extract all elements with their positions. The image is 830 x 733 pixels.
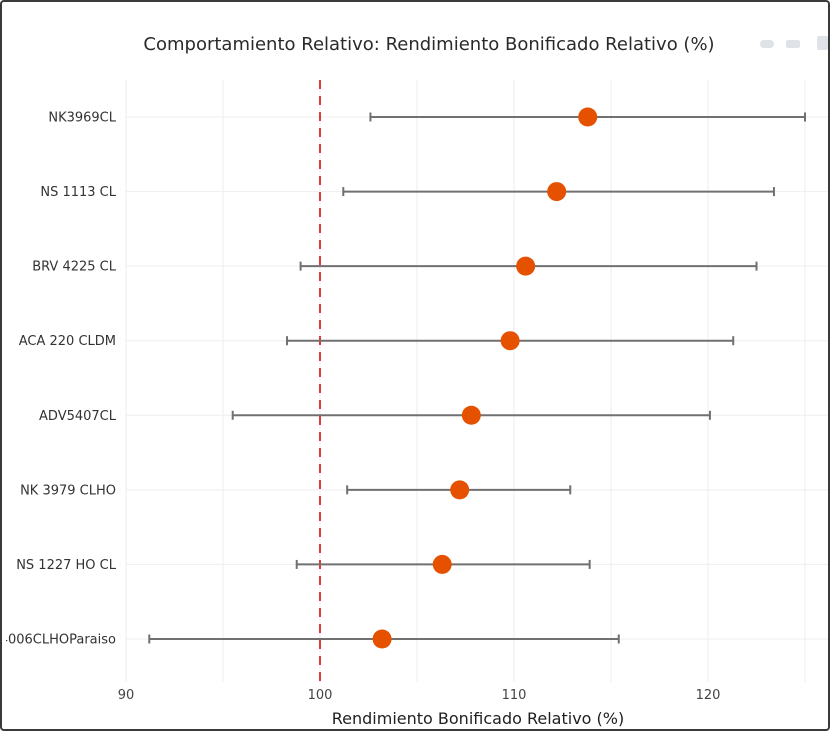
y-tick-label: BRV 4225 CL	[32, 260, 117, 275]
y-tick-label: ACA 220 CLDM	[19, 334, 116, 349]
x-tick-label: 100	[308, 688, 333, 703]
x-tick-label: 110	[502, 688, 527, 703]
chart-title: Comportamiento Relativo: Rendimiento Bon…	[143, 34, 714, 55]
data-point[interactable]	[372, 629, 392, 649]
data-point[interactable]	[450, 480, 470, 500]
x-tick-label: 120	[696, 688, 721, 703]
y-tick-label: DM 4006CLHOParaiso	[2, 632, 116, 647]
data-point[interactable]	[432, 554, 452, 574]
data-point[interactable]	[578, 107, 598, 127]
y-tick-label: NK 3979 CLHO	[20, 483, 116, 498]
data-point[interactable]	[516, 256, 536, 276]
x-tick-label: 90	[118, 688, 135, 703]
y-tick-label: ADV5407CL	[39, 409, 117, 424]
y-tick-label: NS 1227 HO CL	[16, 558, 117, 573]
data-point[interactable]	[461, 405, 481, 425]
y-tick-label: NK3969CL	[48, 111, 116, 126]
y-tick-label: NS 1113 CL	[40, 185, 116, 200]
data-point[interactable]	[500, 331, 520, 351]
x-axis-label: Rendimiento Bonificado Relativo (%)	[332, 709, 624, 728]
toolbar-ghost	[760, 36, 828, 50]
data-point[interactable]	[547, 182, 567, 202]
